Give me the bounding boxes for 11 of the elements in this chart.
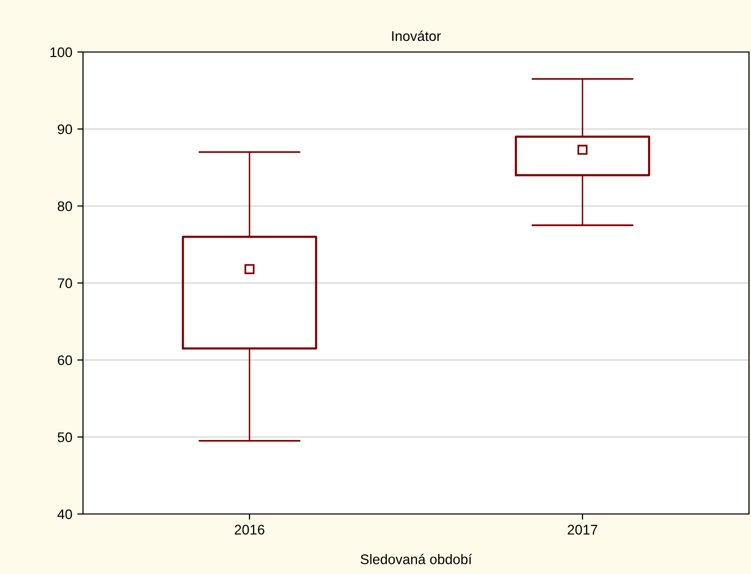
y-tick-label: 40 — [57, 509, 72, 520]
x-tick-label: 2016 — [234, 524, 264, 535]
y-tick-label: 80 — [58, 201, 72, 212]
x-tick-label: 2017 — [568, 524, 598, 535]
y-tick-label: 70 — [58, 278, 72, 288]
y-tick-label: 90 — [58, 124, 72, 134]
y-tick-label: 100 — [50, 47, 72, 58]
chart-title: Inovátor — [392, 30, 441, 42]
y-tick-label: 50 — [58, 432, 72, 442]
x-axis-title: Sledovaná období — [360, 554, 472, 564]
y-tick-label: 60 — [58, 355, 72, 366]
